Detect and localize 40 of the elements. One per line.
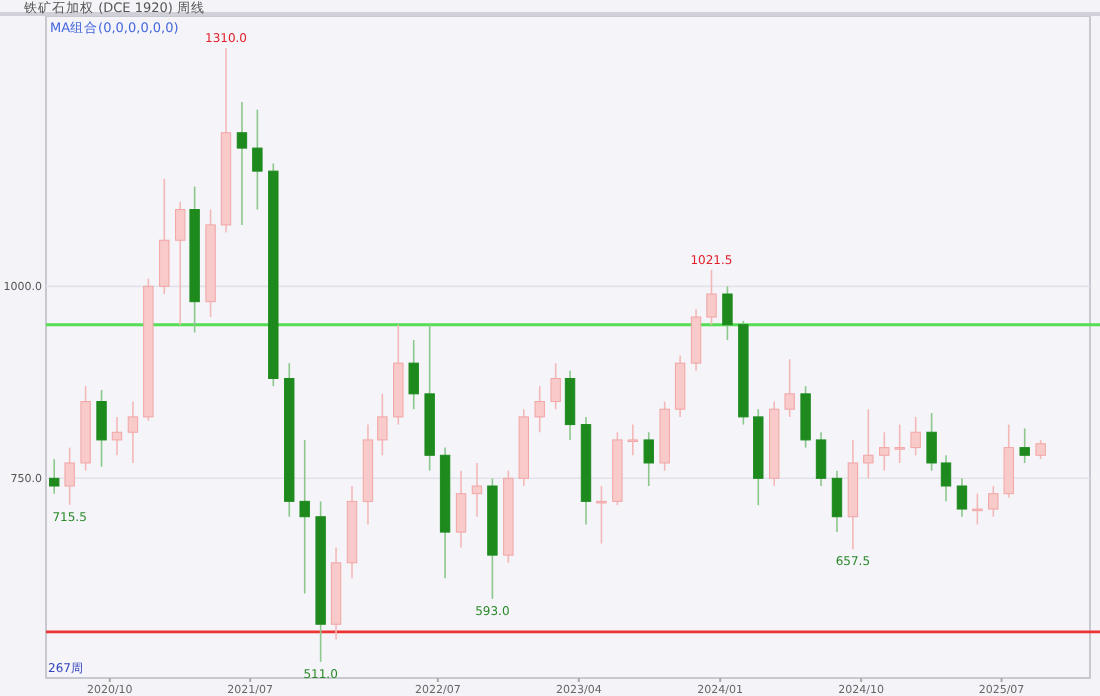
candlestick: [815, 431, 827, 487]
candlestick: [972, 492, 983, 526]
candlestick: [956, 477, 968, 518]
candlestick: [674, 354, 686, 418]
candlestick: [926, 412, 937, 472]
candlestick: [564, 370, 576, 441]
candlestick: [722, 285, 733, 341]
candlestick: [910, 416, 921, 457]
candlestick: [111, 416, 123, 457]
candlestick: [1035, 439, 1046, 460]
candlestick: [455, 469, 467, 549]
candlestick: [377, 393, 388, 457]
candlestick: [940, 454, 952, 503]
candlestick: [1003, 423, 1014, 499]
candlestick: [894, 423, 905, 464]
candlestick: [252, 108, 263, 211]
candlestick: [800, 385, 811, 449]
candlestick: [643, 431, 654, 487]
candlestick: [596, 485, 607, 545]
candlestick: [879, 431, 890, 472]
candlestick: [299, 439, 310, 595]
candlestick: [175, 201, 186, 326]
candlestick: [236, 101, 248, 226]
candlestick: [471, 462, 483, 518]
candlestick: [159, 178, 170, 295]
candlestick: [64, 446, 75, 506]
candlestick: [706, 269, 717, 326]
candlestick: [690, 308, 702, 372]
candlestick: [784, 358, 795, 418]
candlestick: [408, 339, 419, 411]
candlestick: [534, 385, 545, 434]
candlestick: [49, 458, 60, 495]
candlestick: [988, 485, 999, 518]
candlestick: [627, 423, 638, 457]
candlestick: [1019, 427, 1030, 464]
candlestick: [831, 469, 843, 533]
candlestick: [550, 362, 561, 411]
candlestick: [127, 400, 139, 464]
candlestick: [96, 389, 107, 468]
candlestick: [863, 408, 874, 480]
